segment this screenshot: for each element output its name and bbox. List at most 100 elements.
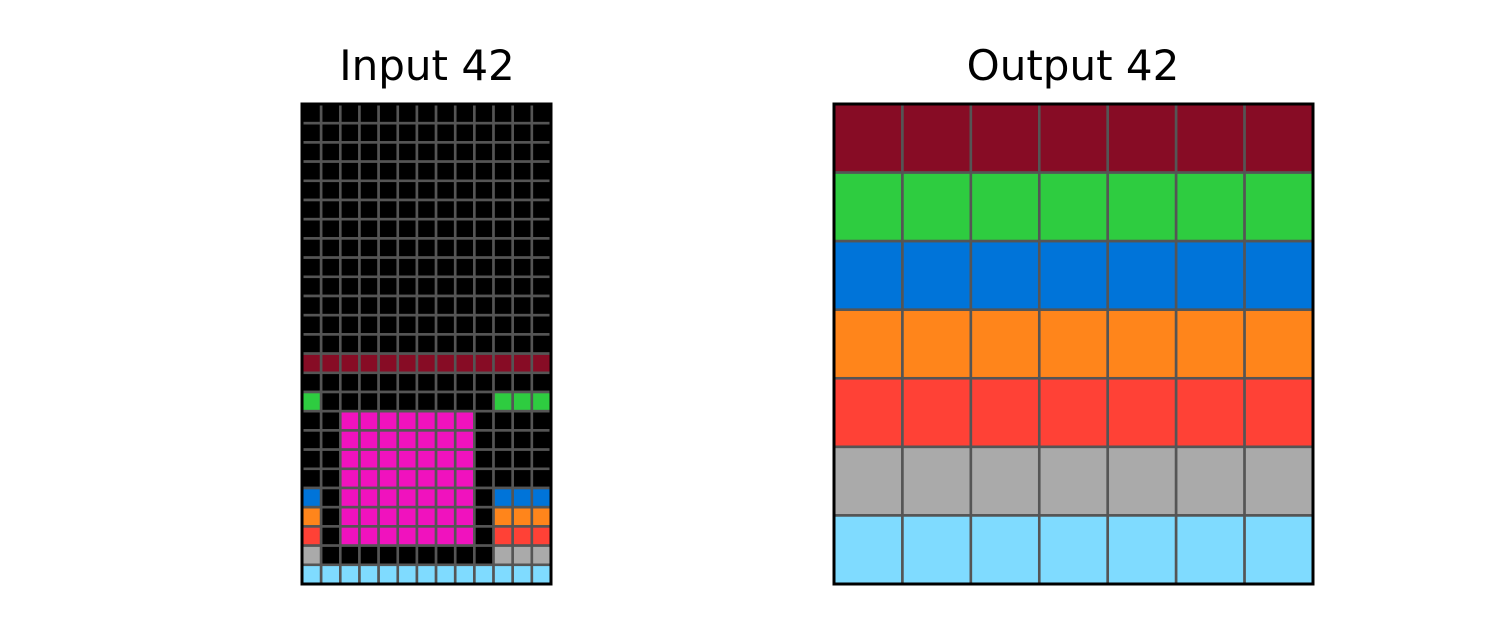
input-cell-r15-c7 [434,390,457,413]
input-cell-r22-c11 [511,525,534,547]
input-cell-r24-c5 [396,563,419,586]
input-cell-r10-c12 [530,294,553,317]
input-cell-r10-c2 [339,294,361,317]
input-cell-r19-c12 [530,467,553,490]
input-cell-r5-c3 [358,198,380,221]
output-cell-r5-c6 [1243,445,1315,517]
input-cell-r0-c0 [300,102,323,125]
output-cell-r3-c6 [1243,308,1315,380]
input-cell-r7-c0 [300,237,323,259]
input-cell-r0-c2 [339,102,361,125]
input-cell-r23-c7 [434,544,457,567]
input-cell-r14-c7 [434,371,457,394]
input-cell-r10-c11 [511,294,534,317]
output-cell-r2-c6 [1243,239,1315,312]
input-cell-r20-c0 [300,486,323,509]
input-cell-r24-c3 [358,563,380,586]
input-cell-r4-c6 [415,179,438,202]
input-cell-r17-c5 [396,429,419,451]
input-cell-r20-c1 [319,486,342,509]
input-cell-r1-c11 [511,121,534,144]
output-cell-r0-c0 [832,102,904,174]
output-cell-r3-c0 [832,308,904,380]
input-cell-r9-c5 [396,275,419,298]
input-cell-r4-c1 [319,179,342,202]
input-cell-r1-c5 [396,121,419,144]
output-cell-r2-c0 [832,239,904,312]
input-cell-r0-c6 [415,102,438,125]
input-cell-r1-c4 [377,121,400,144]
input-cell-r10-c10 [492,294,514,317]
input-cell-r22-c7 [434,525,457,547]
input-cell-r8-c2 [339,256,361,279]
output-title: Output 42 [966,41,1180,90]
input-cell-r14-c9 [473,371,495,394]
input-cell-r3-c7 [434,160,457,183]
input-cell-r6-c3 [358,217,380,240]
input-cell-r18-c5 [396,448,419,471]
input-cell-r20-c7 [434,486,457,509]
input-cell-r20-c10 [492,486,514,509]
input-cell-r20-c9 [473,486,495,509]
output-cell-r1-c6 [1243,171,1315,243]
input-cell-r3-c1 [319,160,342,183]
input-cell-r6-c12 [530,217,553,240]
input-cell-r8-c1 [319,256,342,279]
input-cell-r0-c3 [358,102,380,125]
input-cell-r2-c5 [396,141,419,163]
input-cell-r9-c7 [434,275,457,298]
input-cell-r13-c4 [377,352,400,375]
input-cell-r11-c5 [396,313,419,336]
input-cell-r0-c12 [530,102,553,125]
input-cell-r18-c11 [511,448,534,471]
output-cell-r1-c1 [901,171,973,243]
input-cell-r11-c7 [434,313,457,336]
output-cell-r2-c2 [969,239,1041,312]
output-cell-r6-c1 [901,514,973,586]
input-cell-r5-c10 [492,198,514,221]
input-cell-r12-c6 [415,333,438,355]
input-cell-r17-c11 [511,429,534,451]
output-cell-r3-c3 [1037,308,1110,380]
input-cell-r16-c8 [453,409,476,432]
output-cell-r2-c3 [1037,239,1110,312]
output-cell-r4-c3 [1037,376,1110,449]
input-cell-r20-c6 [415,486,438,509]
input-cell-r16-c7 [434,409,457,432]
input-cell-r6-c11 [511,217,534,240]
input-cell-r23-c1 [319,544,342,567]
input-cell-r14-c6 [415,371,438,394]
output-cell-r1-c2 [969,171,1041,243]
input-cell-r14-c12 [530,371,553,394]
input-cell-r19-c7 [434,467,457,490]
input-cell-r24-c9 [473,563,495,586]
output-cell-r6-c0 [832,514,904,586]
input-cell-r6-c7 [434,217,457,240]
input-cell-r23-c9 [473,544,495,567]
input-cell-r9-c2 [339,275,361,298]
input-cell-r13-c7 [434,352,457,375]
output-cell-r0-c2 [969,102,1041,174]
input-cell-r17-c0 [300,429,323,451]
input-cell-r13-c11 [511,352,534,375]
input-cell-r3-c11 [511,160,534,183]
input-cell-r4-c5 [396,179,419,202]
input-cell-r12-c11 [511,333,534,355]
input-cell-r8-c11 [511,256,534,279]
output-cell-r5-c0 [832,445,904,517]
input-cell-r12-c4 [377,333,400,355]
input-cell-r16-c12 [530,409,553,432]
input-cell-r8-c10 [492,256,514,279]
input-cell-r12-c0 [300,333,323,355]
input-cell-r20-c12 [530,486,553,509]
input-cell-r17-c3 [358,429,380,451]
input-cell-r3-c6 [415,160,438,183]
output-cell-r6-c6 [1243,514,1315,586]
output-cell-r5-c4 [1106,445,1178,517]
input-title: Input 42 [339,41,515,90]
input-cell-r11-c10 [492,313,514,336]
input-cell-r1-c9 [473,121,495,144]
input-cell-r1-c2 [339,121,361,144]
input-cell-r6-c0 [300,217,323,240]
input-cell-r4-c3 [358,179,380,202]
